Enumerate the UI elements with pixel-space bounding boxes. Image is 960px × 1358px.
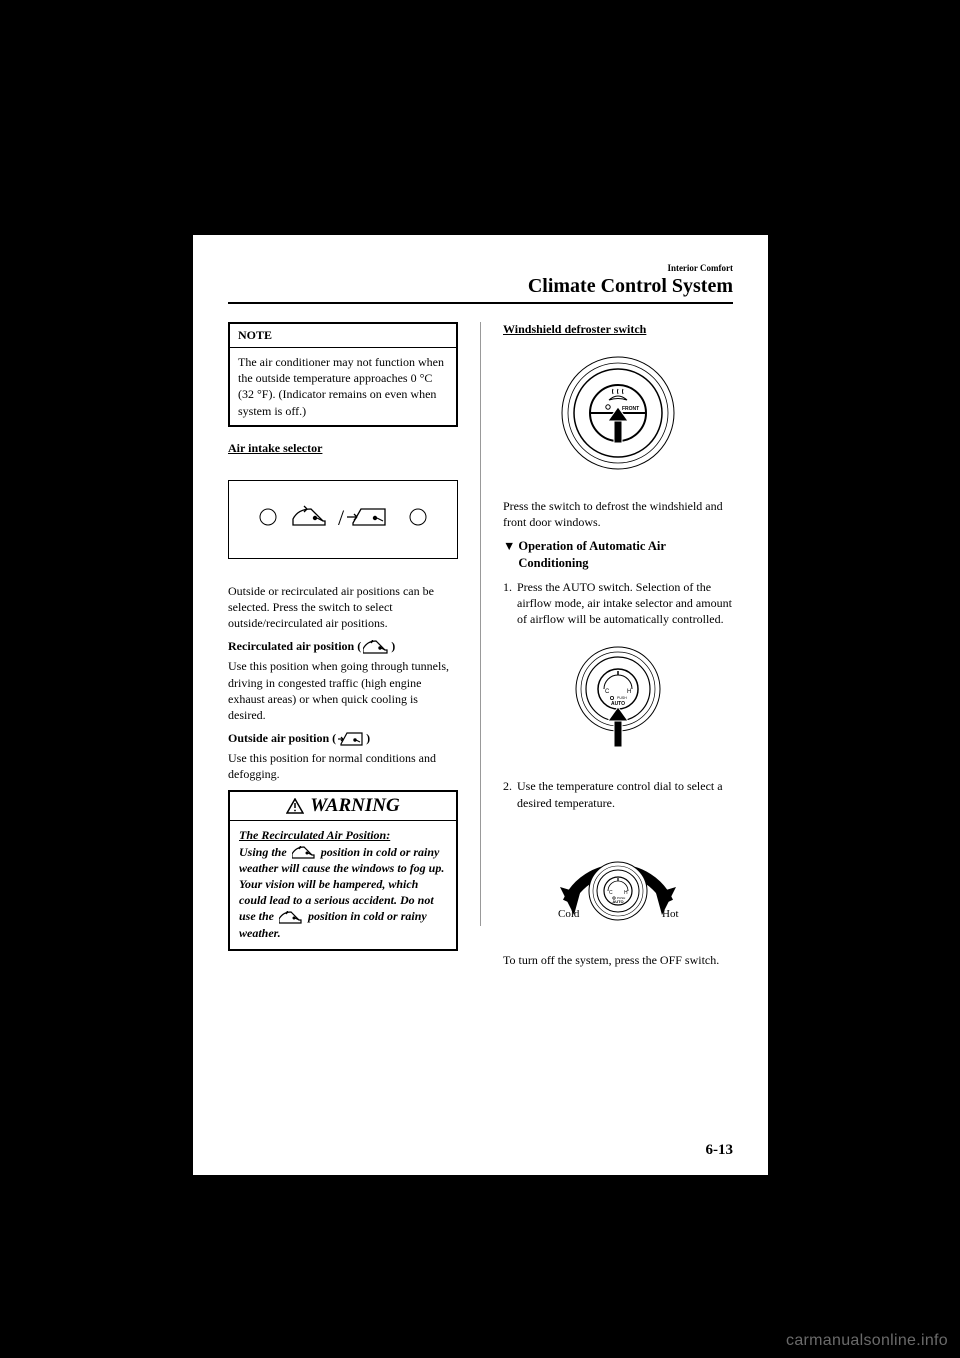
svg-text:AUTO: AUTO — [612, 899, 623, 904]
step-1: 1. Press the AUTO switch. Selection of t… — [503, 579, 733, 628]
outside-air-icon — [338, 732, 364, 746]
watermark: carmanualsonline.info — [786, 1332, 948, 1350]
recirc-heading: Recirculated air position ( ) — [228, 639, 458, 654]
warning-body: The Recirculated Air Position: Using the… — [230, 821, 456, 948]
auto-dial-icon: C H PUSH AUTO — [568, 643, 668, 753]
right-column: Windshield defroster switch — [503, 322, 733, 976]
content-columns: NOTE The air conditioner may not functio… — [228, 322, 733, 976]
manual-page: Interior Comfort Climate Control System … — [193, 235, 768, 1175]
air-intake-desc: Outside or recirculated air positions ca… — [228, 583, 458, 632]
header-category: Interior Comfort — [228, 263, 733, 273]
svg-text:PUSH: PUSH — [617, 696, 627, 700]
defroster-heading: Windshield defroster switch — [503, 322, 733, 337]
hot-label: Hot — [662, 908, 679, 920]
recirculate-icon — [292, 846, 316, 859]
air-intake-switch-icon: / — [253, 501, 433, 533]
outside-heading: Outside air position ( ) — [228, 731, 458, 746]
svg-text:AUTO: AUTO — [611, 701, 625, 707]
note-body: The air conditioner may not function whe… — [230, 348, 456, 425]
turn-off-text: To turn off the system, press the OFF sw… — [503, 952, 733, 968]
svg-text:/: / — [338, 505, 345, 530]
warning-title: The Recirculated Air Position: — [239, 828, 390, 842]
cold-label: Cold — [558, 908, 580, 920]
outside-label-post: ) — [366, 731, 370, 746]
recirc-label-post: ) — [391, 639, 395, 654]
air-intake-heading: Air intake selector — [228, 441, 458, 456]
recirc-label-pre: Recirculated air position ( — [228, 639, 361, 654]
note-box: NOTE The air conditioner may not functio… — [228, 322, 458, 427]
warning-label: WARNING — [310, 795, 399, 817]
outside-body: Use this position for normal conditions … — [228, 750, 458, 782]
temp-dial-figure: C H PUSH AUTO Cold Hot — [503, 827, 733, 932]
recirculate-icon — [279, 911, 303, 924]
step-number: 2. — [503, 778, 517, 810]
temp-dial-icon: C H PUSH AUTO Cold Hot — [528, 827, 708, 927]
step-number: 1. — [503, 579, 517, 628]
warning-box: WARNING The Recirculated Air Position: U… — [228, 790, 458, 950]
step-2: 2. Use the temperature control dial to s… — [503, 778, 733, 810]
page-number: 6-13 — [706, 1142, 734, 1159]
outside-label-pre: Outside air position ( — [228, 731, 336, 746]
warning-triangle-icon — [286, 798, 304, 814]
step-1-text: Press the AUTO switch. Selection of the … — [517, 579, 733, 628]
defroster-desc: Press the switch to defrost the windshie… — [503, 498, 733, 530]
step-2-text: Use the temperature control dial to sele… — [517, 778, 733, 810]
page-header: Interior Comfort Climate Control System — [228, 263, 733, 304]
warning-header: WARNING — [230, 792, 456, 821]
defroster-dial-icon: FRONT — [558, 353, 678, 473]
left-column: NOTE The air conditioner may not functio… — [228, 322, 458, 976]
air-intake-figure: / — [228, 480, 458, 559]
svg-text:H: H — [627, 689, 631, 695]
auto-dial-figure: C H PUSH AUTO — [503, 643, 733, 758]
operation-heading-text: Operation of Automatic Air Conditioning — [518, 538, 733, 571]
warning-body-pre: Using the — [239, 845, 290, 859]
column-divider — [480, 322, 481, 926]
note-label: NOTE — [230, 324, 456, 348]
defroster-figure: FRONT — [503, 353, 733, 478]
operation-heading: ▼ Operation of Automatic Air Conditionin… — [503, 538, 733, 571]
svg-text:C: C — [609, 890, 613, 896]
svg-text:C: C — [605, 689, 610, 695]
defroster-dial-label: FRONT — [622, 406, 639, 412]
triangle-bullet-icon: ▼ — [503, 538, 515, 571]
header-title: Climate Control System — [228, 275, 733, 298]
recirculate-icon — [363, 640, 389, 654]
recirc-body: Use this position when going through tun… — [228, 658, 458, 723]
